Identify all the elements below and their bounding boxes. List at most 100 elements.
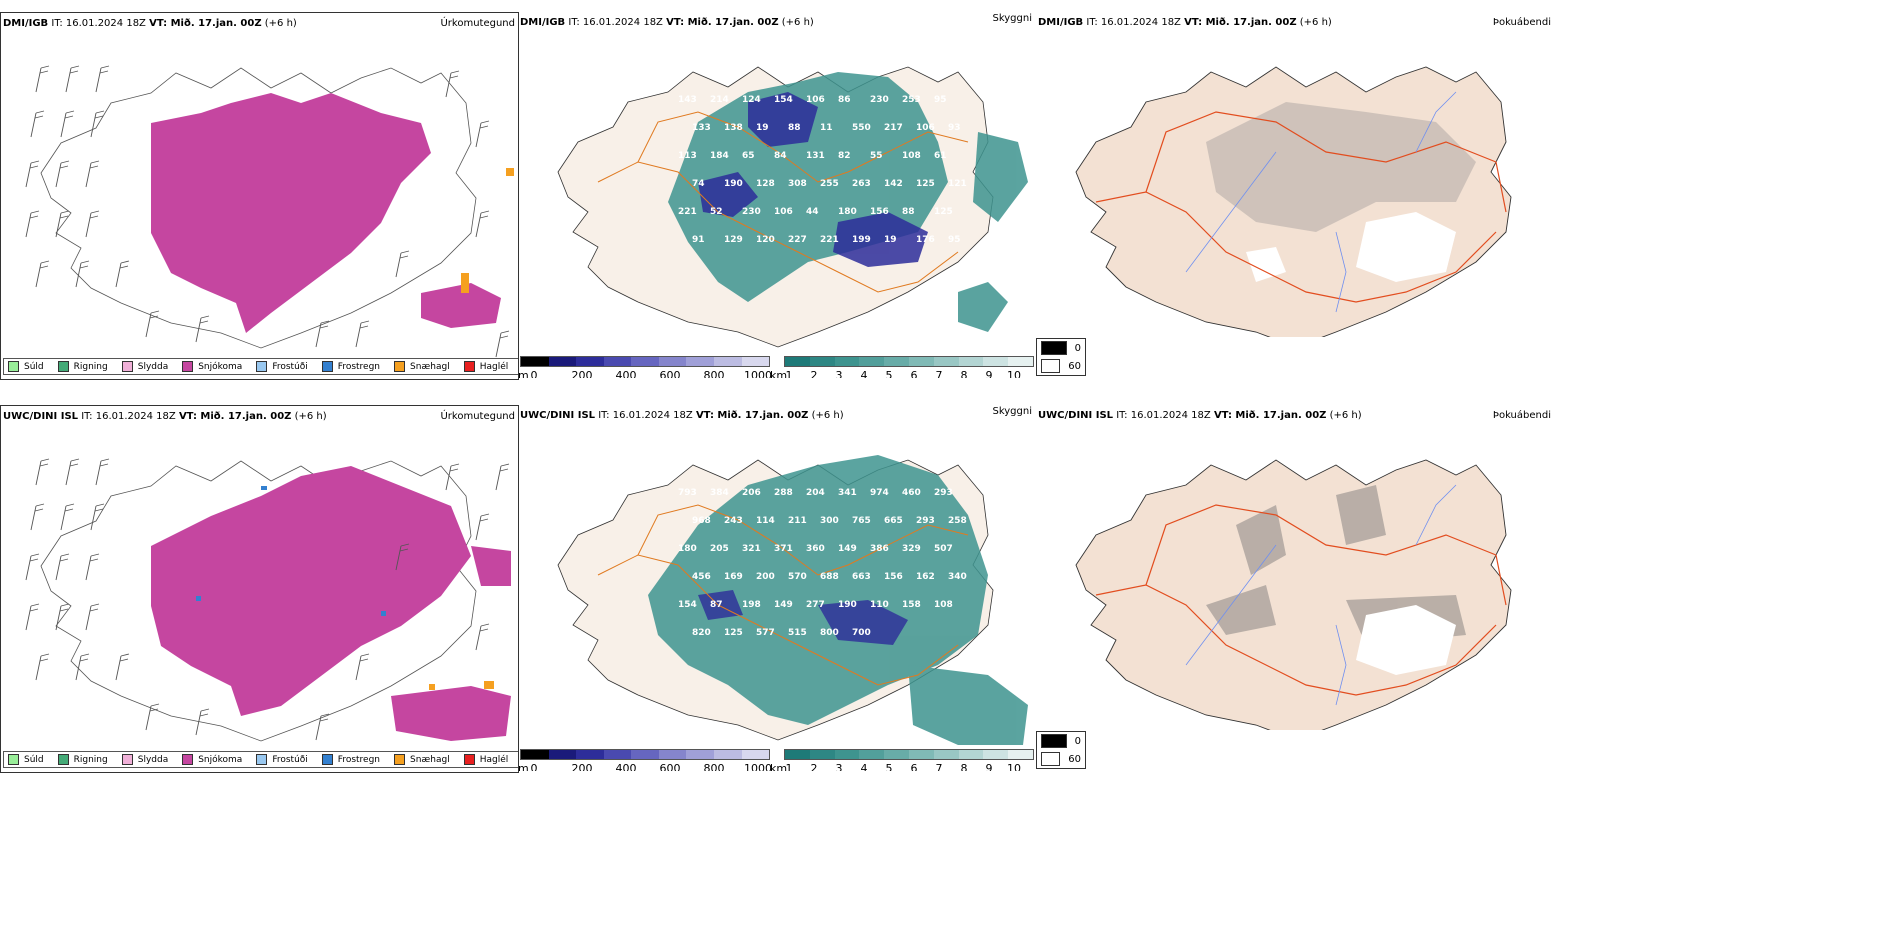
legend-swatch-icon bbox=[182, 754, 194, 765]
cloud-base-label: 106 bbox=[774, 207, 793, 217]
cloud-base-label: 456 bbox=[692, 572, 711, 582]
cloud-base-label: 968 bbox=[692, 516, 711, 526]
colorbar-tick: 800 bbox=[703, 369, 725, 378]
colorbar-tick: 9 bbox=[985, 369, 993, 378]
colorbar-tick: 1000 bbox=[744, 369, 772, 378]
panel-header: DMI/IGB IT: 16.01.2024 18Z VT: Mið. 17.j… bbox=[1038, 17, 1332, 28]
legend-item: Haglél bbox=[463, 754, 508, 765]
cloud-base-label: 765 bbox=[852, 516, 871, 526]
cloud-base-label: 243 bbox=[724, 516, 743, 526]
colorbar-unit: km bbox=[770, 762, 788, 771]
it-value: 16.01.2024 18Z bbox=[95, 411, 176, 422]
legend-item: Slydda bbox=[121, 361, 168, 372]
precip-type-map bbox=[25, 458, 511, 742]
freezing-rain-area bbox=[196, 486, 386, 616]
vt-label: VT: Mið. 17.jan. 00Z bbox=[1184, 17, 1297, 28]
visibility-area bbox=[648, 455, 1028, 745]
colorbar-tick: 200 bbox=[571, 762, 593, 771]
visibility-area bbox=[668, 72, 1028, 332]
cloud-base-label: 329 bbox=[902, 544, 921, 554]
cloud-labels-top: 143 214 124 154 106 86 230 253 95 133 138 19 88 11 550… bbox=[678, 95, 967, 245]
precip-type-panel-bottom: UWC/DINI ISL IT: 16.01.2024 18Z VT: Mið.… bbox=[0, 405, 519, 773]
panel-title: Úrkomutegund bbox=[440, 18, 515, 29]
cloud-vis-panel-top: DMI/IGB IT: 16.01.2024 18Z VT: Mið. 17.j… bbox=[518, 12, 1035, 378]
cloud-base-label: 384 bbox=[710, 488, 729, 498]
cloud-base-label: 577 bbox=[756, 628, 775, 638]
legend-swatch-icon bbox=[394, 754, 406, 765]
cloud-base-label: 149 bbox=[838, 544, 857, 554]
cloud-base-label: 211 bbox=[788, 516, 807, 526]
cloud-base-label: 205 bbox=[710, 544, 729, 554]
colorbar-tick: 8 bbox=[960, 762, 968, 771]
it-label: IT: bbox=[51, 18, 63, 29]
cloud-base-label: 340 bbox=[948, 572, 967, 582]
fog-shading bbox=[1206, 485, 1466, 645]
colorbar-tick: 5 bbox=[885, 369, 893, 378]
cloud-base-map bbox=[557, 455, 1028, 745]
panel-header: UWC/DINI ISL IT: 16.01.2024 18Z VT: Mið.… bbox=[520, 410, 844, 421]
cloud-base-label: 87 bbox=[710, 600, 723, 610]
vt-label: VT: Mið. 17.jan. 00Z bbox=[178, 411, 292, 422]
cloud-base-label: 88 bbox=[902, 207, 915, 217]
colorbar-tick: 7 bbox=[935, 762, 943, 771]
cloud-base-label: 138 bbox=[724, 123, 743, 133]
lead-time: (+6 h) bbox=[1329, 410, 1362, 421]
legend-item: Súld bbox=[8, 361, 44, 372]
cloud-base-label: 158 bbox=[902, 600, 921, 610]
legend-swatch-icon bbox=[8, 361, 19, 372]
colorbar-tick: 200 bbox=[571, 369, 593, 378]
it-label: IT: bbox=[568, 17, 580, 28]
fog-legend-top: 0 60 bbox=[1036, 338, 1086, 376]
precip-type-map bbox=[25, 65, 514, 358]
colorbar-tick: 400 bbox=[615, 369, 637, 378]
colorbar-tick: 2 bbox=[810, 762, 818, 771]
colorbar-tick: 4 bbox=[860, 762, 868, 771]
cloud-base-label: 386 bbox=[870, 544, 889, 554]
cloud-base-label: 106 bbox=[806, 95, 825, 105]
cloud-base-label: 288 bbox=[774, 488, 793, 498]
cloud-base-label: 230 bbox=[870, 95, 889, 105]
precip-type-panel-top: DMI/IGB IT: 16.01.2024 18Z VT: Mið. 17.j… bbox=[0, 12, 519, 380]
colorbar-tick: 1 bbox=[785, 762, 793, 771]
model-name: DMI/IGB bbox=[520, 17, 566, 28]
cloud-base-label: 253 bbox=[902, 95, 921, 105]
fog-index-map bbox=[1075, 459, 1512, 730]
cloud-base-label: 84 bbox=[774, 151, 787, 161]
visibility-colorbar: km 1 2 3 4 5 6 7 8 9 10 bbox=[770, 356, 1034, 378]
cloud-base-label: 133 bbox=[692, 123, 711, 133]
legend-item: Frostúði bbox=[256, 754, 308, 765]
cloud-base-label: 665 bbox=[884, 516, 903, 526]
cloud-base-label: 142 bbox=[884, 179, 903, 189]
legend-swatch-icon bbox=[1041, 752, 1061, 766]
legend-item: Snæhagl bbox=[394, 754, 450, 765]
cloud-base-label: 11 bbox=[820, 123, 833, 133]
lead-time: (+6 h) bbox=[781, 17, 814, 28]
cloud-base-label: 258 bbox=[948, 516, 967, 526]
colorbar-tick: 10 bbox=[1007, 369, 1021, 378]
cloud-base-label: 515 bbox=[788, 628, 807, 638]
low-cloud-area bbox=[698, 92, 928, 267]
panel-header: DMI/IGB IT: 16.01.2024 18Z VT: Mið. 17.j… bbox=[520, 17, 814, 28]
colorbar-tick: 4 bbox=[860, 369, 868, 378]
cloud-base-label: 19 bbox=[756, 123, 769, 133]
cloud-base-label: 700 bbox=[852, 628, 871, 638]
cloud-base-label: 184 bbox=[710, 151, 729, 161]
cloud-base-label: 360 bbox=[806, 544, 825, 554]
cloud-base-label: 293 bbox=[934, 488, 953, 498]
cloud-base-label: 82 bbox=[838, 151, 851, 161]
cloud-base-label: 169 bbox=[724, 572, 743, 582]
cloud-base-label: 88 bbox=[788, 123, 801, 133]
lead-time: (+6 h) bbox=[1299, 17, 1332, 28]
panel-title: Þokuábendi bbox=[1492, 17, 1551, 28]
roads-overlay bbox=[1095, 504, 1507, 696]
cloud-base-label: 61 bbox=[934, 151, 947, 161]
lead-time: (+6 h) bbox=[811, 410, 844, 421]
cloud-base-label: 93 bbox=[948, 123, 961, 133]
cloud-base-label: 371 bbox=[774, 544, 793, 554]
legend-item: Frostregn bbox=[321, 754, 380, 765]
cloud-base-label: 95 bbox=[948, 235, 961, 245]
cloud-base-label: 820 bbox=[692, 628, 711, 638]
legend-swatch-icon bbox=[182, 361, 194, 372]
fog-index-map bbox=[1075, 66, 1512, 337]
legend-swatch-icon bbox=[57, 361, 69, 372]
